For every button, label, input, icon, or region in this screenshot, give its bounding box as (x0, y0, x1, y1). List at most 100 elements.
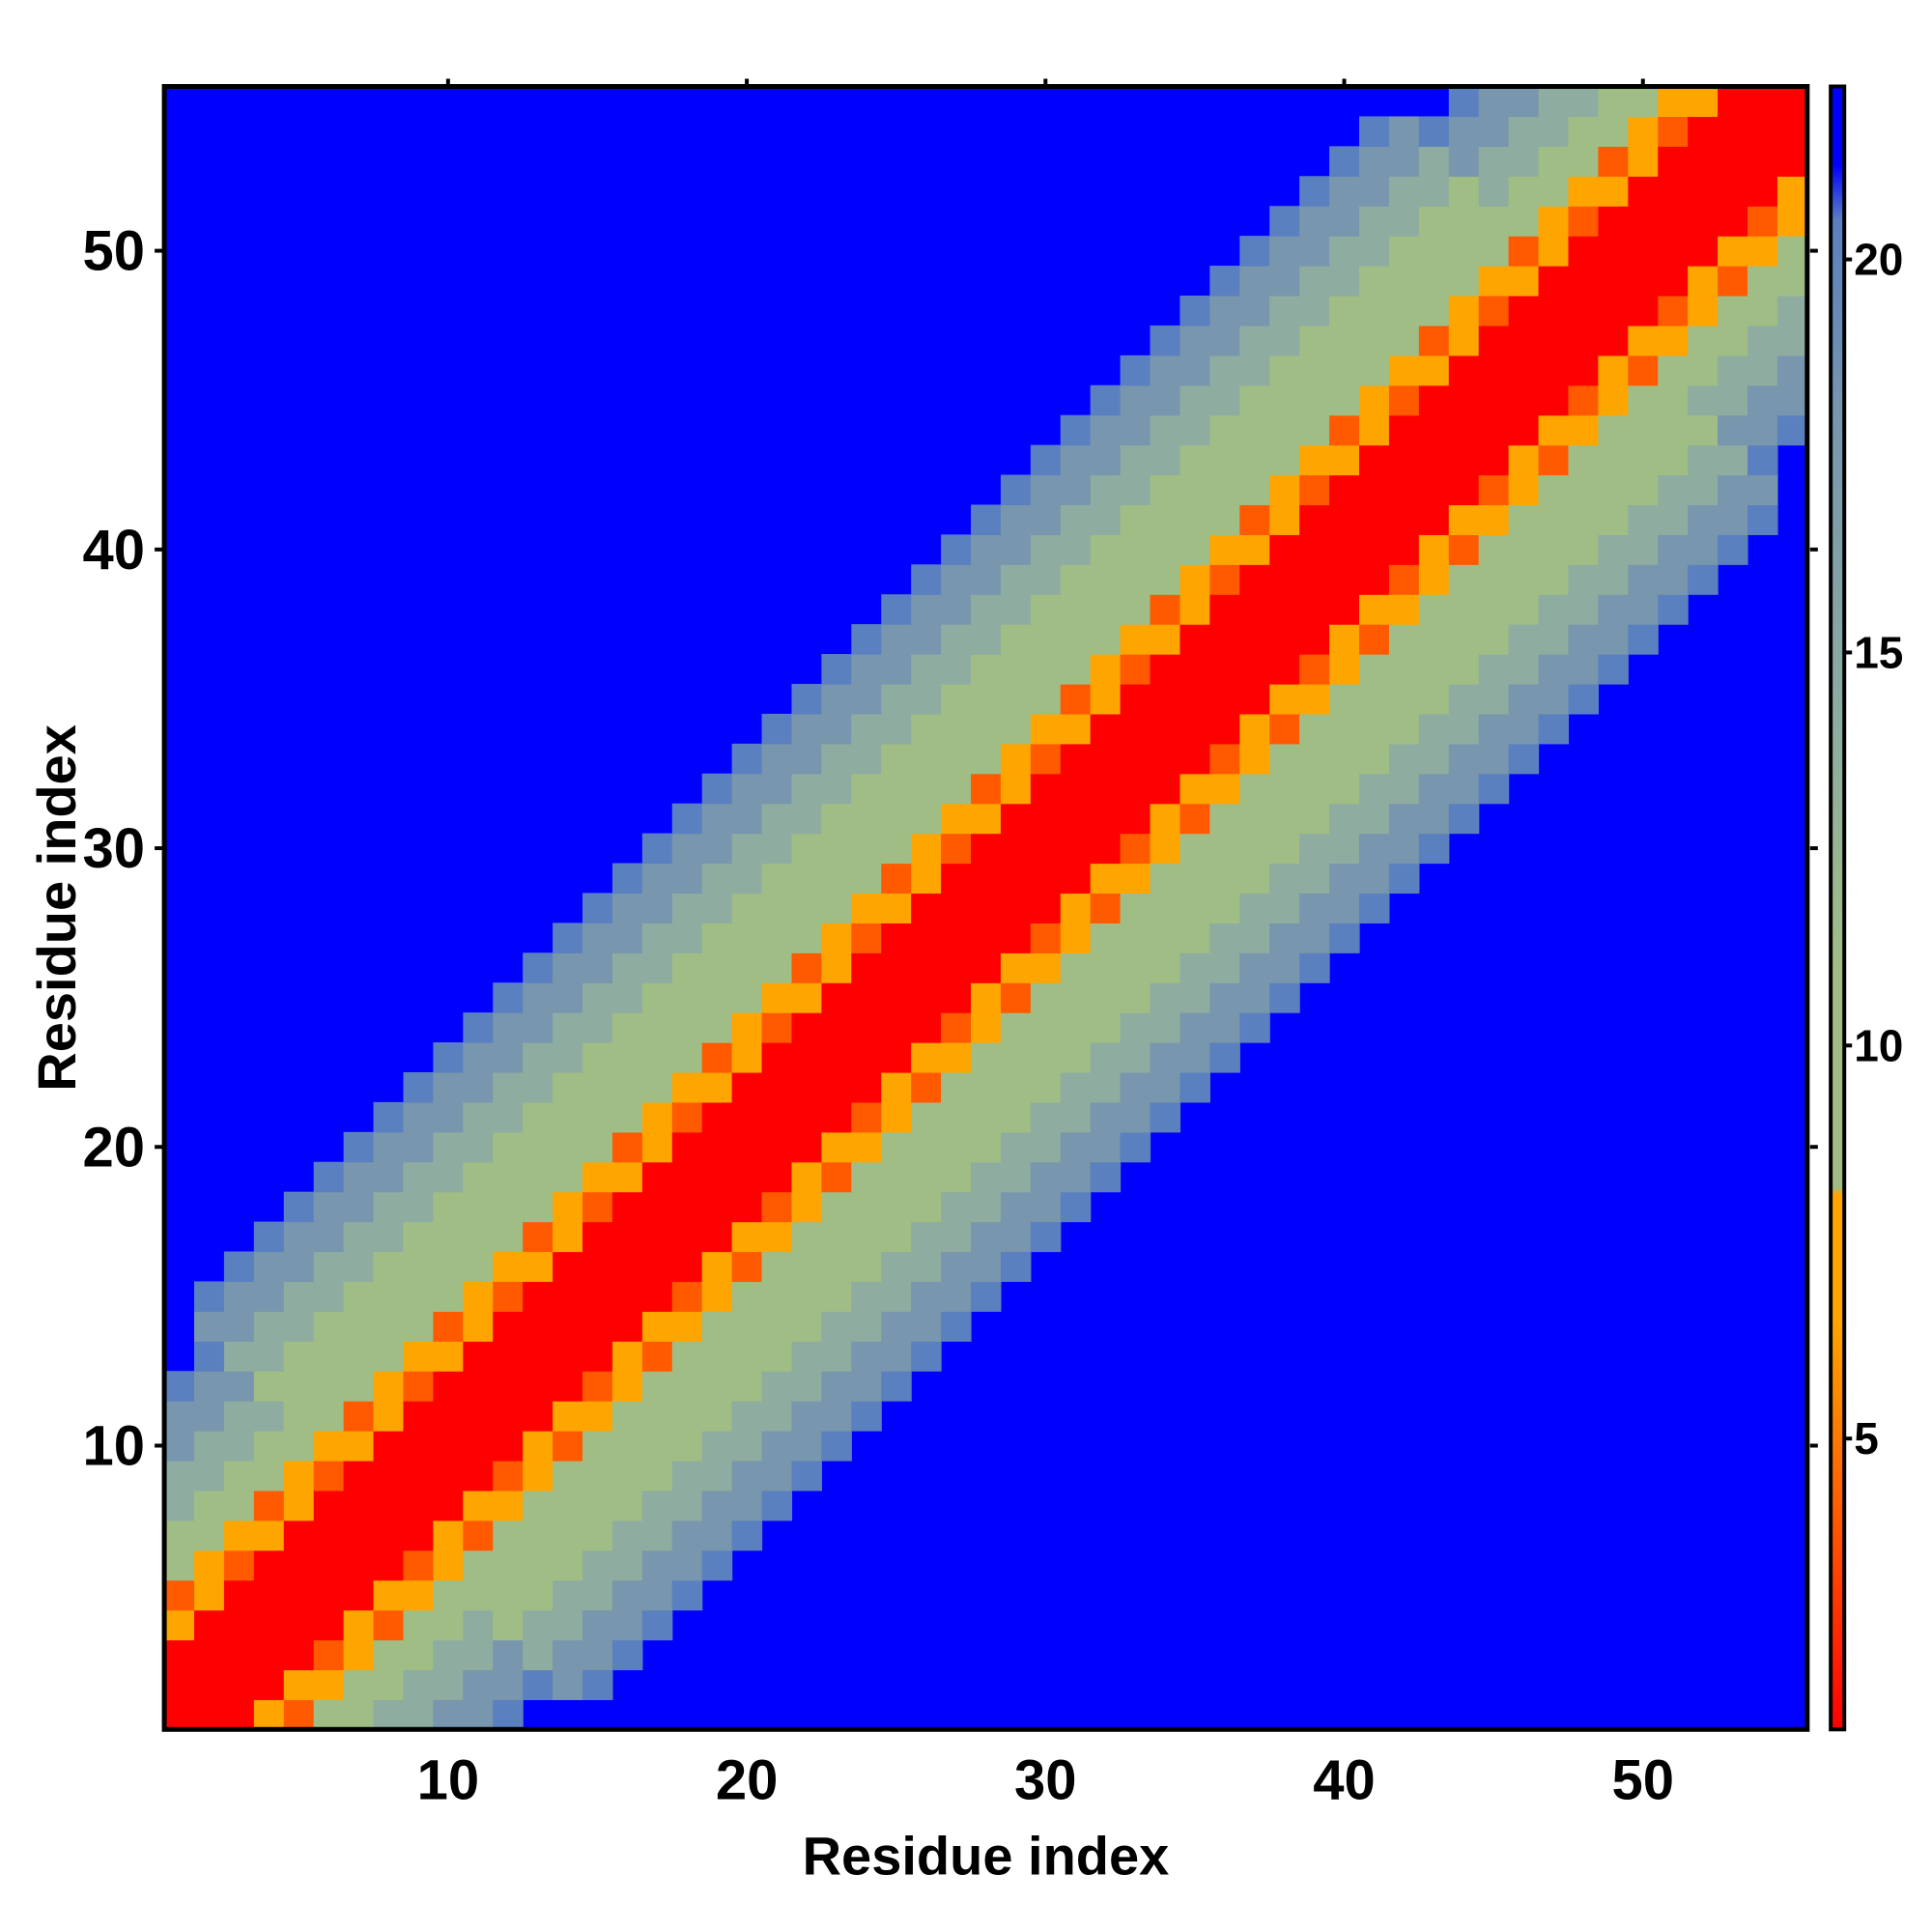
heatmap-cell (1120, 863, 1151, 895)
heatmap-cell (1418, 624, 1450, 655)
heatmap-cell (761, 833, 793, 865)
heatmap-cell (701, 1281, 733, 1312)
heatmap-cell (1179, 384, 1210, 416)
heatmap-cell (1359, 444, 1390, 476)
heatmap-cell (1718, 384, 1748, 416)
heatmap-cell (611, 1251, 643, 1283)
heatmap-cell (1329, 266, 1360, 297)
heatmap-cell (283, 1639, 315, 1671)
heatmap-cell (523, 982, 554, 1013)
heatmap-cell (731, 1371, 763, 1402)
heatmap-cell (671, 1460, 703, 1492)
heatmap-cell (463, 1311, 494, 1342)
heatmap-cell (313, 1669, 345, 1700)
heatmap-cell (1060, 683, 1092, 715)
heatmap-cell (1000, 474, 1032, 506)
heatmap-cell (1030, 1012, 1062, 1043)
heatmap-cell (1239, 384, 1270, 416)
heatmap-cell (881, 683, 912, 715)
heatmap-cell (971, 893, 1002, 923)
heatmap-cell (1658, 474, 1689, 506)
heatmap-cell (1060, 1191, 1092, 1223)
heatmap-cell (523, 1221, 554, 1253)
heatmap-cell (1628, 564, 1659, 595)
heatmap-cell (821, 773, 852, 805)
heatmap-cell (881, 1161, 912, 1193)
heatmap-cell (641, 923, 673, 953)
heatmap-cell (1060, 504, 1092, 535)
heatmap-cell (1239, 355, 1270, 386)
heatmap-cell (1478, 773, 1510, 805)
heatmap-cell (1239, 893, 1270, 923)
heatmap-cell (283, 1371, 315, 1402)
heatmap-cell (1269, 325, 1300, 356)
heatmap-cell (373, 1161, 405, 1193)
heatmap-cell (1628, 624, 1659, 655)
heatmap-cell (313, 1371, 345, 1402)
heatmap-cell (1269, 594, 1300, 625)
heatmap-cell (403, 1639, 434, 1671)
heatmap-cell (1299, 176, 1330, 207)
heatmap-cell (761, 1101, 793, 1133)
heatmap-cell (731, 743, 763, 775)
heatmap-cell (582, 893, 613, 923)
heatmap-cell (493, 1609, 524, 1641)
heatmap-cell (1478, 176, 1510, 207)
heatmap-cell (463, 1012, 494, 1043)
heatmap-cell (403, 1221, 434, 1253)
heatmap-cell (1030, 444, 1062, 476)
heatmap-cell (1478, 86, 1510, 118)
heatmap-cell (1718, 236, 1748, 267)
heatmap-cell (731, 1490, 763, 1521)
colorbar: 5 10 15 20 (1809, 84, 1903, 1732)
heatmap-cell (611, 952, 643, 983)
heatmap-cell (1568, 176, 1599, 207)
heatmap-cell (1209, 594, 1240, 625)
heatmap-cell (1478, 624, 1510, 655)
heatmap-cell (1090, 683, 1122, 715)
heatmap-cell (1568, 355, 1599, 386)
heatmap-cell (1628, 206, 1659, 237)
heatmap-cell (671, 1549, 703, 1581)
heatmap-cell (761, 1042, 793, 1073)
heatmap-cell (523, 1490, 554, 1521)
heatmap-cell (881, 654, 912, 685)
heatmap-cell (1628, 444, 1659, 476)
heatmap-cell (731, 1431, 763, 1462)
heatmap-cell (1179, 1042, 1210, 1073)
heatmap-cell (1658, 86, 1689, 118)
heatmap-cell (1060, 1161, 1092, 1193)
heatmap-cell (463, 1401, 494, 1432)
heatmap-cell (1299, 683, 1330, 715)
heatmap-cell (1000, 952, 1032, 983)
heatmap-cell (313, 1311, 345, 1342)
heatmap-cell (911, 1071, 942, 1103)
heatmap-cell (463, 1431, 494, 1462)
heatmap-cell (1179, 564, 1210, 595)
heatmap-cell (911, 1042, 942, 1073)
heatmap-cell (911, 1251, 942, 1283)
heatmap-cell (701, 1191, 733, 1223)
heatmap-cell (223, 1579, 255, 1611)
heatmap-cell (1269, 236, 1300, 267)
heatmap-cell (731, 1071, 763, 1103)
heatmap-cell (1508, 206, 1540, 237)
heatmap-cell (1299, 414, 1330, 446)
heatmap-cell (582, 1460, 613, 1492)
heatmap-cell (611, 1071, 643, 1103)
heatmap-cell (403, 1311, 434, 1342)
heatmap-cell (1030, 1221, 1062, 1253)
heatmap-cell (791, 713, 822, 745)
heatmap-cell (1688, 534, 1719, 565)
heatmap-cell (403, 1490, 434, 1521)
heatmap-cell (403, 1699, 434, 1730)
heatmap-cell (1538, 504, 1570, 535)
heatmap-cell (1090, 982, 1122, 1013)
heatmap-cell (1658, 504, 1689, 535)
heatmap-cell (761, 1191, 793, 1223)
heatmap-cell (194, 1341, 225, 1372)
heatmap-cell (1747, 444, 1778, 476)
heatmap-cell (1448, 355, 1480, 386)
heatmap-cell (1329, 444, 1360, 476)
heatmap-cell (523, 1042, 554, 1073)
